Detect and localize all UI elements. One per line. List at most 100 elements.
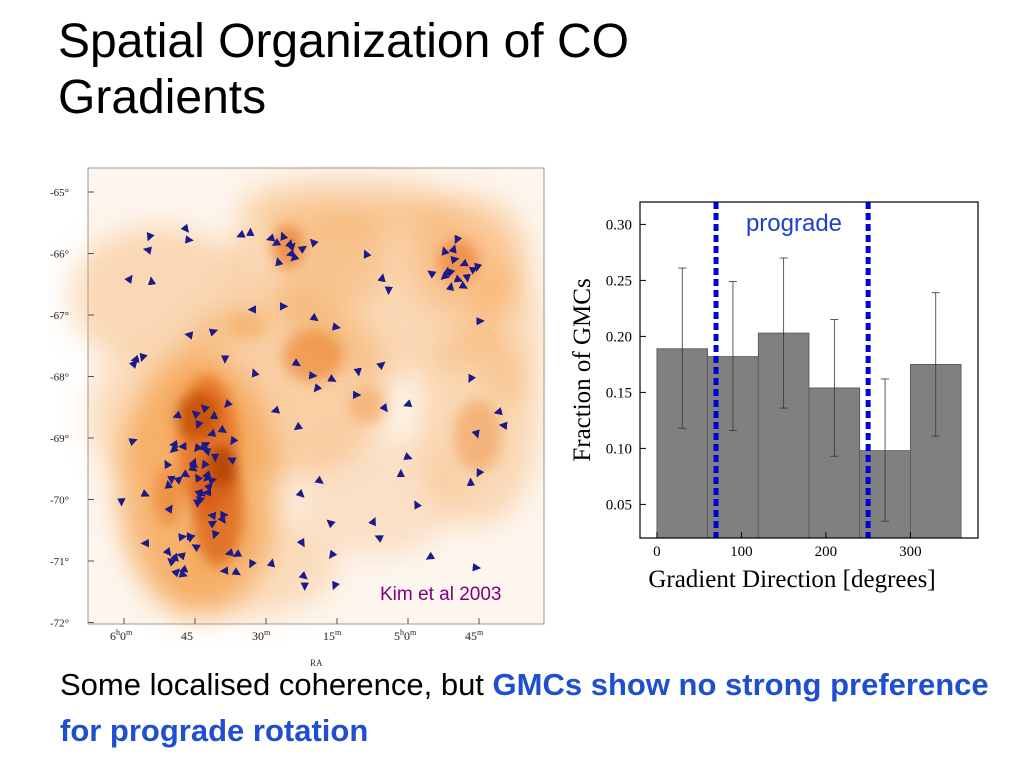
ra-label: 5h0m bbox=[394, 628, 417, 643]
gradient-arrow bbox=[328, 549, 338, 559]
gradient-arrow bbox=[199, 442, 209, 451]
gradient-arrow bbox=[212, 529, 220, 540]
ra-axis-label: RA bbox=[310, 658, 323, 666]
caption-highlight: GMCs show no strong preference for progr… bbox=[60, 667, 989, 748]
gradient-arrow bbox=[184, 235, 194, 244]
gradient-arrow bbox=[164, 504, 173, 514]
gradient-arrow bbox=[191, 544, 201, 553]
x-tick-label: 300 bbox=[899, 544, 922, 560]
dec-label: -69° bbox=[50, 433, 69, 445]
dec-label: -70° bbox=[50, 495, 69, 507]
gradient-arrow bbox=[251, 368, 260, 378]
y-tick-label: 0.05 bbox=[606, 497, 632, 513]
gradient-arrow bbox=[172, 410, 182, 419]
gradient-arrow bbox=[270, 405, 281, 414]
gradient-arrow bbox=[353, 367, 362, 377]
gradient-arrow bbox=[448, 244, 457, 254]
gradient-arrow bbox=[374, 535, 384, 543]
gradient-arrow bbox=[173, 476, 183, 485]
gradient-arrow bbox=[266, 558, 276, 568]
gradient-arrow bbox=[266, 233, 276, 242]
dec-label: -66° bbox=[50, 249, 69, 261]
y-axis-ticks: 0.05 0.10 0.15 0.20 0.25 0.30 bbox=[606, 217, 646, 513]
dec-axis: -65° -66° -67° -68° -69° -70° -71° -72° bbox=[50, 187, 94, 630]
co-map-figure: -65° -66° -67° -68° -69° -70° -71° -72° 6h0m 45 3… bbox=[48, 166, 546, 668]
emission-cloud bbox=[158, 516, 338, 616]
gradient-arrow bbox=[201, 459, 210, 470]
gradient-arrow bbox=[207, 428, 217, 437]
gradient-arrow bbox=[146, 232, 155, 242]
gradient-arrow bbox=[326, 519, 336, 529]
gradient-arrow bbox=[169, 439, 178, 449]
gradient-arrow bbox=[309, 312, 319, 322]
gradient-arrow bbox=[207, 511, 217, 521]
histogram-chart: 0 100 200 300 0.05 0.10 0.15 0.20 0.25 0.30 Grad… bbox=[569, 201, 979, 593]
gradient-arrow bbox=[195, 473, 204, 483]
gradient-arrow bbox=[458, 280, 468, 289]
gradient-arrow bbox=[327, 374, 337, 382]
gradient-arrow bbox=[471, 429, 480, 439]
co-map: -65° -66° -67° -68° -69° -70° -71° -72° 6h0m 45 3… bbox=[50, 167, 545, 668]
gradient-arrow bbox=[128, 438, 138, 447]
x-tick-label: 200 bbox=[815, 544, 838, 560]
gradient-arrow bbox=[403, 452, 413, 461]
gradient-arrow bbox=[164, 479, 174, 489]
gradient-arrow bbox=[147, 276, 157, 286]
gradient-arrow bbox=[194, 489, 203, 499]
emission-cloud bbox=[298, 436, 458, 556]
emission-cloud bbox=[68, 226, 248, 366]
gradient-arrow bbox=[290, 252, 300, 262]
y-axis-label: Fraction of GMCs bbox=[569, 278, 596, 461]
gradient-arrow bbox=[167, 557, 177, 567]
gradient-arrow bbox=[368, 516, 376, 527]
gradient-arrow bbox=[217, 424, 228, 434]
prograde-lines bbox=[713, 202, 871, 538]
gradient-arrow bbox=[230, 435, 239, 446]
gradient-arrow bbox=[249, 558, 257, 569]
gradient-arrow bbox=[180, 223, 190, 233]
histogram-bars bbox=[656, 332, 962, 539]
gradient-arrow bbox=[377, 273, 386, 283]
gradient-arrow bbox=[162, 547, 172, 557]
gradient-arrow bbox=[271, 238, 282, 246]
x-tick-label: 0 bbox=[653, 544, 661, 560]
dec-label: -67° bbox=[50, 310, 69, 322]
emission-core bbox=[350, 388, 386, 424]
gradient-arrow bbox=[331, 322, 341, 331]
gradient-arrow bbox=[468, 373, 477, 384]
gradient-arrow bbox=[180, 469, 191, 478]
gradient-arrow bbox=[169, 444, 179, 454]
gradient-arrow bbox=[459, 258, 469, 267]
gradient-arrow bbox=[427, 270, 437, 279]
ra-label: 30m bbox=[252, 628, 271, 643]
gradient-arrow bbox=[308, 371, 318, 380]
y-tick-label: 0.20 bbox=[606, 329, 632, 345]
caption-plain: Some localised coherence, but bbox=[60, 667, 493, 702]
gradient-arrow bbox=[139, 352, 148, 363]
ra-axis: 6h0m 45 30m 15m 5h0m 45m bbox=[110, 618, 484, 643]
gradient-arrow bbox=[178, 569, 188, 578]
slide-title: Spatial Organization of CO Gradients bbox=[58, 14, 958, 126]
gradient-arrow bbox=[462, 273, 471, 283]
gradient-arrow bbox=[445, 281, 455, 292]
slide-caption: Some localised coherence, but GMCs show … bbox=[60, 662, 1000, 754]
y-tick-label: 0.25 bbox=[606, 273, 632, 289]
emission-cloud bbox=[88, 356, 188, 476]
gradient-arrow bbox=[176, 552, 186, 561]
gradient-arrow bbox=[376, 361, 386, 371]
dec-label: -71° bbox=[50, 556, 69, 568]
gradient-arrow bbox=[441, 246, 450, 256]
gradient-arrow bbox=[476, 468, 485, 478]
gradient-arrow bbox=[313, 383, 323, 393]
y-tick-label: 0.30 bbox=[606, 217, 632, 233]
citation: Kim et al 2003 bbox=[380, 584, 501, 605]
emission-cloud bbox=[238, 176, 458, 236]
gradient-arrow bbox=[314, 475, 324, 485]
gradient-arrow bbox=[128, 359, 138, 369]
gradient-arrow bbox=[207, 476, 218, 486]
gradient-arrow bbox=[201, 448, 212, 457]
gradient-arrow bbox=[298, 570, 308, 580]
gradient-arrow bbox=[498, 421, 508, 430]
gradient-arrow bbox=[124, 274, 133, 285]
gradient-arrow bbox=[140, 489, 150, 497]
